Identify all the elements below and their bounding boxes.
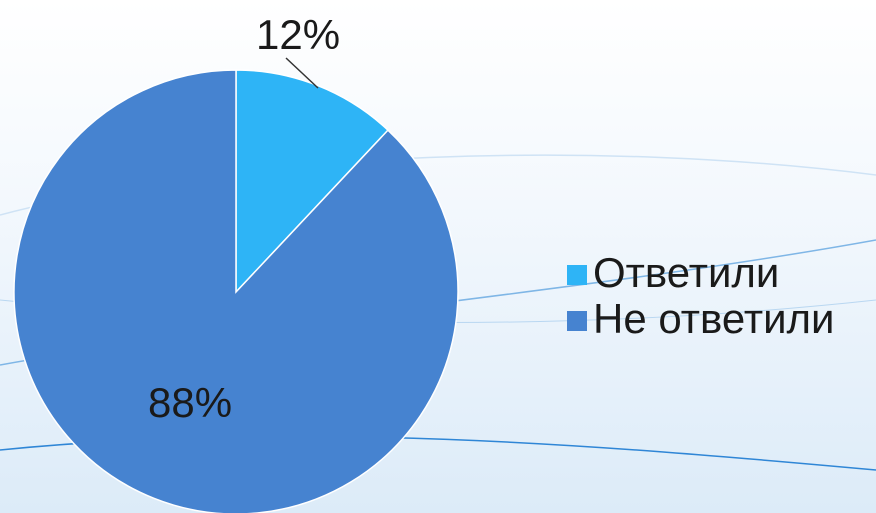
legend-swatch-not-answered xyxy=(567,311,587,331)
pie-slice-not-answered xyxy=(13,69,459,513)
pie-slice-answered xyxy=(235,69,390,294)
legend-label-not-answered: Не ответили xyxy=(593,295,835,342)
legend-label-answered: Ответили xyxy=(593,249,780,296)
legend-item-answered: Ответили xyxy=(567,249,835,296)
data-label-not-answered: 88% xyxy=(148,379,233,426)
leader-line xyxy=(285,57,319,89)
legend: Ответили Не ответили xyxy=(567,249,835,342)
legend-swatch-answered xyxy=(567,265,587,285)
data-label-answered: 12% xyxy=(256,11,341,58)
legend-item-not-answered: Не ответили xyxy=(567,295,835,342)
